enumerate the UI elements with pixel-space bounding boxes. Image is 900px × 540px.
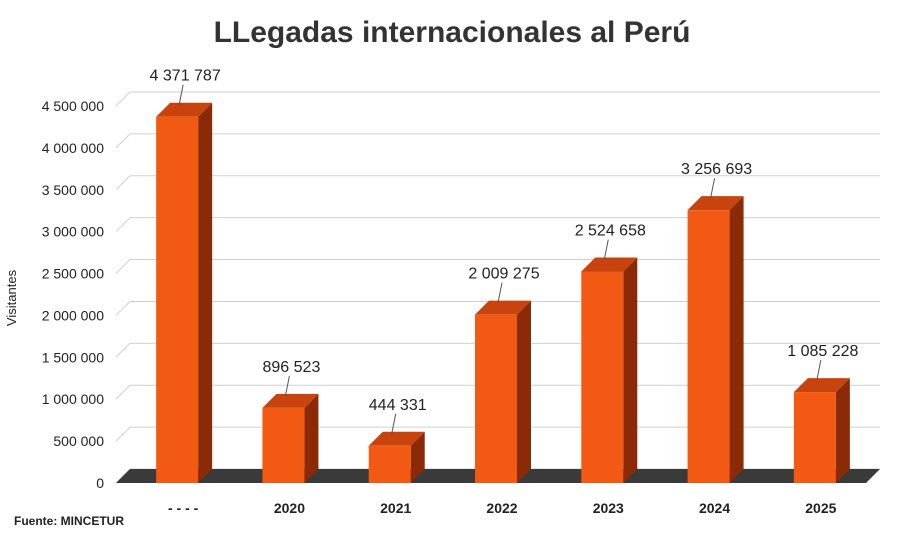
chart-title: LLegadas internacionales al Perú — [214, 16, 691, 49]
bar — [687, 196, 744, 483]
bar-side — [729, 196, 744, 483]
x-tick-label: 2024 — [699, 500, 730, 516]
y-tick-label: 4 000 000 — [42, 140, 104, 156]
data-label: 3 256 693 — [681, 161, 752, 178]
data-label-leader — [816, 359, 822, 381]
bar-top — [156, 102, 213, 117]
grid-line-diag — [115, 217, 131, 233]
bar — [793, 378, 850, 483]
grid-line-diag — [115, 133, 131, 149]
data-label-leader — [284, 375, 290, 396]
data-label-leader — [603, 239, 609, 260]
data-label: 1 085 228 — [787, 343, 858, 360]
grid-line-diag — [115, 301, 131, 316]
bar-front — [581, 271, 624, 483]
bar-series — [156, 102, 850, 484]
bar-top — [262, 393, 319, 408]
y-axis-ticks: 0 500 000 1 000 000 1 500 000 2 000 000 2 500… — [42, 98, 105, 491]
x-tick-label: 2022 — [486, 500, 517, 516]
bar-top — [687, 196, 744, 211]
bar-side — [304, 393, 319, 483]
x-tick-label: 2025 — [805, 500, 836, 516]
bar — [475, 300, 531, 483]
data-label-leader — [178, 84, 184, 105]
x-tick-label: - - - - — [168, 500, 199, 516]
y-tick-label: 1 000 000 — [42, 391, 104, 407]
bar-front — [793, 392, 836, 483]
bar-side — [198, 102, 213, 484]
bar-front — [687, 210, 730, 483]
grid-line-diag — [115, 259, 131, 274]
grid-line-diag — [115, 384, 131, 400]
bar-top — [793, 378, 850, 393]
data-label-leader — [497, 282, 503, 303]
y-tick-label: 3 000 000 — [42, 224, 104, 240]
data-labels: 4 371 787 896 523 444 331 2 009 275 2 524 65… — [150, 68, 859, 434]
bar — [581, 257, 638, 483]
bar — [262, 393, 319, 483]
grid-line-diag — [115, 342, 131, 358]
grid-line-diag — [115, 426, 131, 442]
y-tick-label: 3 500 000 — [42, 182, 104, 198]
data-label-leader — [710, 178, 716, 199]
data-label-leader — [391, 413, 397, 434]
bar-front — [368, 445, 411, 483]
x-axis-labels: - - - - 2020 2021 2022 2023 2024 2025 — [168, 500, 837, 516]
source-note: Fuente: MINCETUR — [14, 514, 124, 528]
bar-top — [581, 257, 638, 272]
x-tick-label: 2020 — [274, 500, 305, 516]
x-tick-label: 2021 — [380, 500, 411, 516]
x-tick-label: 2023 — [593, 500, 624, 516]
bar-front — [262, 407, 305, 483]
bar-side — [623, 257, 638, 483]
bar-front — [156, 116, 199, 484]
grid-line-diag — [115, 91, 131, 107]
data-label: 444 331 — [369, 397, 427, 414]
data-label: 896 523 — [263, 359, 321, 376]
bar — [156, 102, 213, 484]
y-tick-label: 1 500 000 — [42, 349, 104, 365]
y-tick-label: 4 500 000 — [42, 98, 104, 114]
bar — [368, 431, 425, 483]
bar-front — [475, 314, 517, 483]
data-label: 2 009 275 — [468, 266, 539, 283]
data-label: 4 371 787 — [150, 68, 221, 85]
bar-side — [517, 300, 531, 483]
y-tick-label: 0 — [96, 475, 104, 491]
y-tick-label: 2 000 000 — [42, 307, 104, 323]
bar-side — [835, 378, 850, 483]
y-tick-label: 500 000 — [53, 433, 104, 449]
y-axis-label: Visitantes — [4, 269, 19, 326]
bar-side — [410, 431, 425, 483]
data-label: 2 524 658 — [575, 222, 646, 239]
bar-top — [368, 431, 425, 446]
grid-line-diag — [115, 175, 131, 191]
bar-top — [475, 300, 531, 315]
y-tick-label: 2 500 000 — [42, 266, 104, 282]
